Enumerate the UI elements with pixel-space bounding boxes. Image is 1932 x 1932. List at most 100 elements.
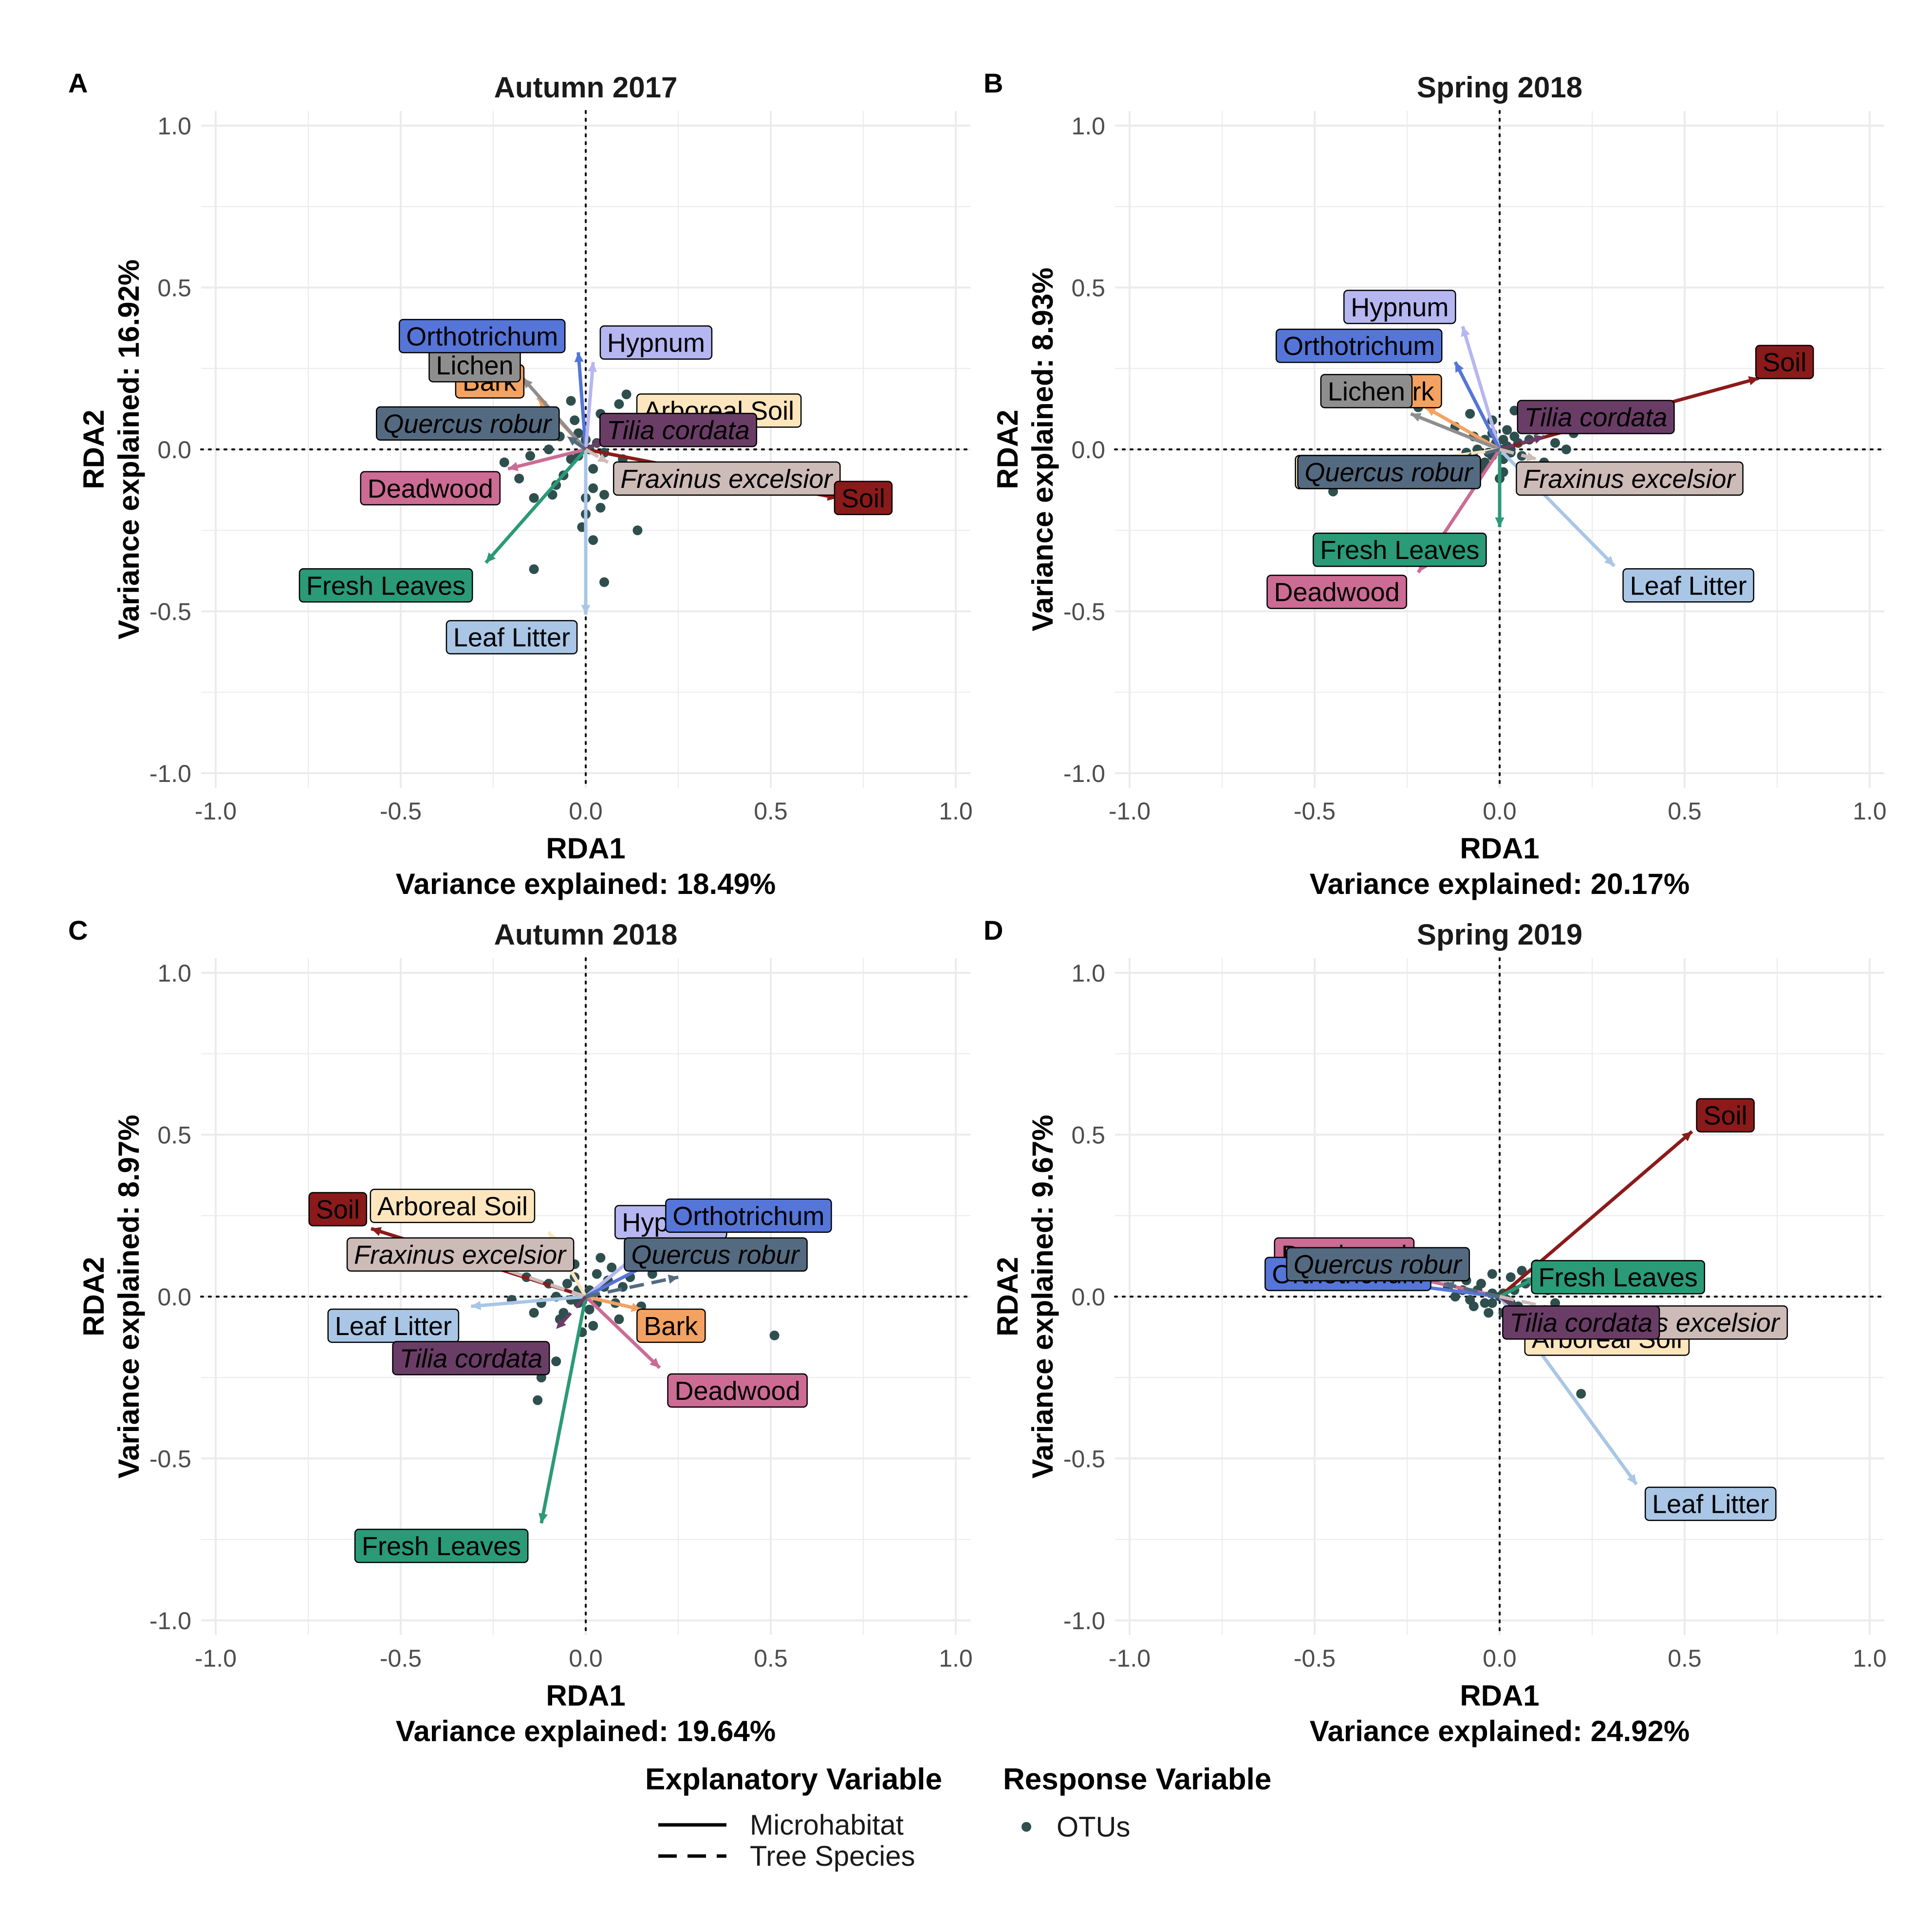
arrow-head — [1444, 1281, 1455, 1291]
x-tick-label: -0.5 — [380, 798, 422, 825]
panel-title: Autumn 2017 — [494, 71, 678, 104]
otu-point — [1509, 431, 1520, 442]
label-box — [360, 471, 501, 506]
y-tick-label: 0.0 — [157, 1283, 191, 1311]
x-tick-label: 0.0 — [1483, 1645, 1517, 1672]
y-tick-label: -1.0 — [149, 760, 191, 787]
y-tick-label: -0.5 — [1063, 1446, 1105, 1473]
otu-point — [514, 473, 524, 483]
y-tick-label: 0.0 — [1071, 436, 1105, 464]
label-fresh-leaves: Fresh Leaves — [1531, 1260, 1706, 1295]
otu-point — [1487, 1298, 1497, 1308]
otu-point — [1517, 1265, 1527, 1276]
arrow-orthotrichum — [576, 352, 588, 450]
label-quercus-robur: Quercus robur — [375, 406, 560, 441]
otu-point — [588, 483, 598, 493]
panel-title: Spring 2019 — [1417, 918, 1582, 951]
x-tick-label: -0.5 — [380, 1645, 422, 1672]
otu-point — [1505, 1272, 1516, 1282]
label-fraxinus-excelsior: Fraxinus excelsior — [346, 1237, 575, 1272]
label-text: Orthotrichum — [672, 1202, 824, 1231]
arrow-head — [1604, 556, 1615, 566]
label-text: Tilia cordata — [1524, 403, 1668, 432]
arrow-head — [1627, 1474, 1637, 1485]
arrow-head — [597, 453, 608, 463]
arrow-head — [1748, 376, 1759, 386]
label-text: Fresh Leaves — [1320, 536, 1479, 565]
x-axis-subtitle: Variance explained: 24.92% — [1310, 1715, 1690, 1747]
panel-tag: C — [68, 915, 88, 946]
label-box — [375, 406, 560, 441]
arrow-orthotrichum — [1453, 361, 1502, 450]
label-fraxinus-excelsior: Fraxinus excelsior — [613, 461, 841, 496]
label-text: Fresh Leaves — [1539, 1263, 1698, 1292]
label-box — [1275, 328, 1443, 363]
label-fresh-leaves: Fresh Leaves — [298, 568, 473, 603]
otu-point — [588, 1320, 598, 1331]
arrow-head — [1426, 407, 1436, 416]
y-axis-subtitle: Variance explained: 8.97% — [112, 1115, 145, 1478]
arrow-leaf-litter — [471, 1295, 586, 1308]
label-quercus-robur: Quercus robur — [624, 1237, 808, 1272]
otu-point — [595, 1253, 606, 1263]
y-tick-label: 1.0 — [1071, 960, 1105, 987]
label-text: Deadwood — [1274, 578, 1400, 607]
label-text: Lichen — [1328, 377, 1405, 406]
otu-point — [607, 1263, 617, 1273]
y-axis-subtitle: Variance explained: 16.92% — [112, 260, 145, 639]
label-box — [1755, 345, 1814, 379]
x-axis-title: RDA1 — [1460, 1679, 1539, 1712]
label-text: Leaf Litter — [453, 623, 570, 652]
panel-tag: A — [68, 68, 88, 98]
label-tilia-cordata: Tilia cordata — [392, 1341, 550, 1375]
y-axis-subtitle: Variance explained: 8.93% — [1026, 267, 1059, 631]
x-tick-label: 0.5 — [1668, 1645, 1702, 1672]
arrow-head — [485, 552, 496, 563]
arrow-head — [1533, 434, 1544, 444]
otu-point — [1550, 438, 1560, 448]
label-text: Leaf Litter — [1652, 1490, 1769, 1519]
x-axis-subtitle: Variance explained: 19.64% — [396, 1715, 776, 1747]
arrow-quercus-robur — [585, 1275, 679, 1299]
label-text: Hypnum — [1351, 293, 1449, 322]
arrow-deadwood — [584, 1295, 661, 1369]
otu-point — [614, 399, 624, 409]
x-tick-label: 0.0 — [1483, 798, 1517, 825]
otu-point — [599, 490, 609, 500]
label-text: Tilia cordata — [400, 1344, 543, 1373]
x-tick-label: 0.5 — [754, 1645, 788, 1672]
otu-point — [595, 502, 606, 513]
otu-point — [1480, 1298, 1490, 1308]
legend-tree-species: Tree Species — [750, 1840, 915, 1872]
label-box — [1502, 1305, 1660, 1340]
label-box — [1312, 532, 1487, 567]
arrow-labels: DeadwoodOrthotrichumQuercus roburSoilFre… — [1264, 1098, 1788, 1521]
y-tick-label: -0.5 — [149, 598, 191, 626]
otu-point — [573, 428, 583, 438]
arrow-head — [556, 1319, 566, 1329]
label-box — [354, 1528, 529, 1563]
arrow-tilia-cordata — [585, 438, 605, 451]
x-tick-label: 0.0 — [569, 798, 603, 825]
label-leaf-litter: Leaf Litter — [327, 1308, 460, 1343]
label-text: Tilia cordata — [607, 416, 750, 445]
x-tick-label: -1.0 — [1109, 1645, 1151, 1672]
otu-point — [1502, 425, 1512, 435]
arrow-head — [567, 436, 578, 446]
label-box — [370, 1189, 536, 1224]
label-text: Leaf Litter — [1630, 571, 1747, 600]
x-axis-title: RDA1 — [1460, 832, 1539, 865]
x-tick-label: -0.5 — [1294, 1645, 1336, 1672]
arrow-head — [1461, 326, 1470, 337]
x-axis-title: RDA1 — [546, 832, 625, 865]
arrow-tilia-cordata — [1499, 435, 1545, 451]
label-fraxinus-excelsior: Fraxinus excelsior — [1516, 461, 1744, 496]
label-box — [398, 319, 566, 353]
otu-point — [1509, 406, 1520, 416]
y-tick-label: -0.5 — [149, 1446, 191, 1473]
x-tick-label: 1.0 — [939, 1645, 973, 1672]
label-text: Soil — [316, 1195, 360, 1224]
arrow-lichen — [1410, 412, 1501, 451]
otu-point — [529, 493, 539, 503]
